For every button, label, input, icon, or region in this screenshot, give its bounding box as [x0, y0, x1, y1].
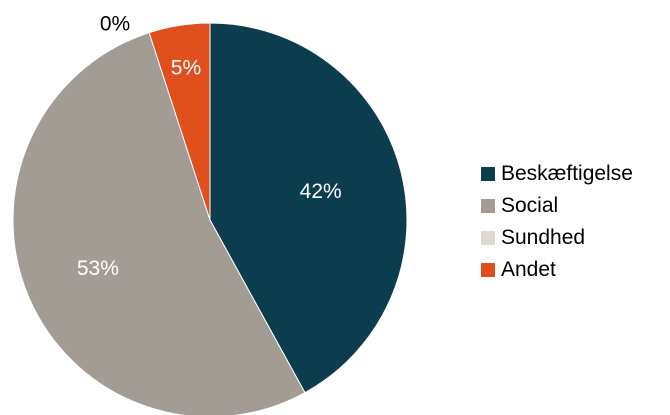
legend-label-beskaeftigelse: Beskæftigelse	[501, 162, 633, 185]
legend-item-andet: Andet	[481, 258, 633, 282]
legend-swatch-social	[481, 199, 495, 213]
legend-swatch-sundhed	[481, 231, 495, 245]
legend-item-sundhed: Sundhed	[481, 226, 633, 250]
pie-labels: 42% 53% 0% 5%	[77, 13, 342, 281]
pie-slice-andet	[148, 22, 211, 221]
pie-slice-social	[12, 32, 306, 415]
legend-label-sundhed: Sundhed	[501, 226, 586, 249]
legend-swatch-beskaeftigelse	[481, 167, 495, 181]
legend: Beskæftigelse Social Sundhed Andet	[481, 162, 633, 290]
legend-swatch-andet	[481, 263, 495, 277]
pie-slices	[12, 22, 408, 415]
pie-label-beskaeftigelse: 42%	[300, 180, 342, 203]
legend-item-social: Social	[481, 194, 633, 218]
legend-item-beskaeftigelse: Beskæftigelse	[481, 162, 633, 186]
pie-label-sundhed: 0%	[100, 13, 130, 36]
pie-label-social: 53%	[77, 257, 119, 280]
pie-slice-beskaeftigelse	[209, 22, 408, 394]
legend-label-andet: Andet	[501, 258, 556, 281]
legend-label-social: Social	[501, 194, 559, 217]
pie-label-andet: 5%	[171, 57, 201, 80]
